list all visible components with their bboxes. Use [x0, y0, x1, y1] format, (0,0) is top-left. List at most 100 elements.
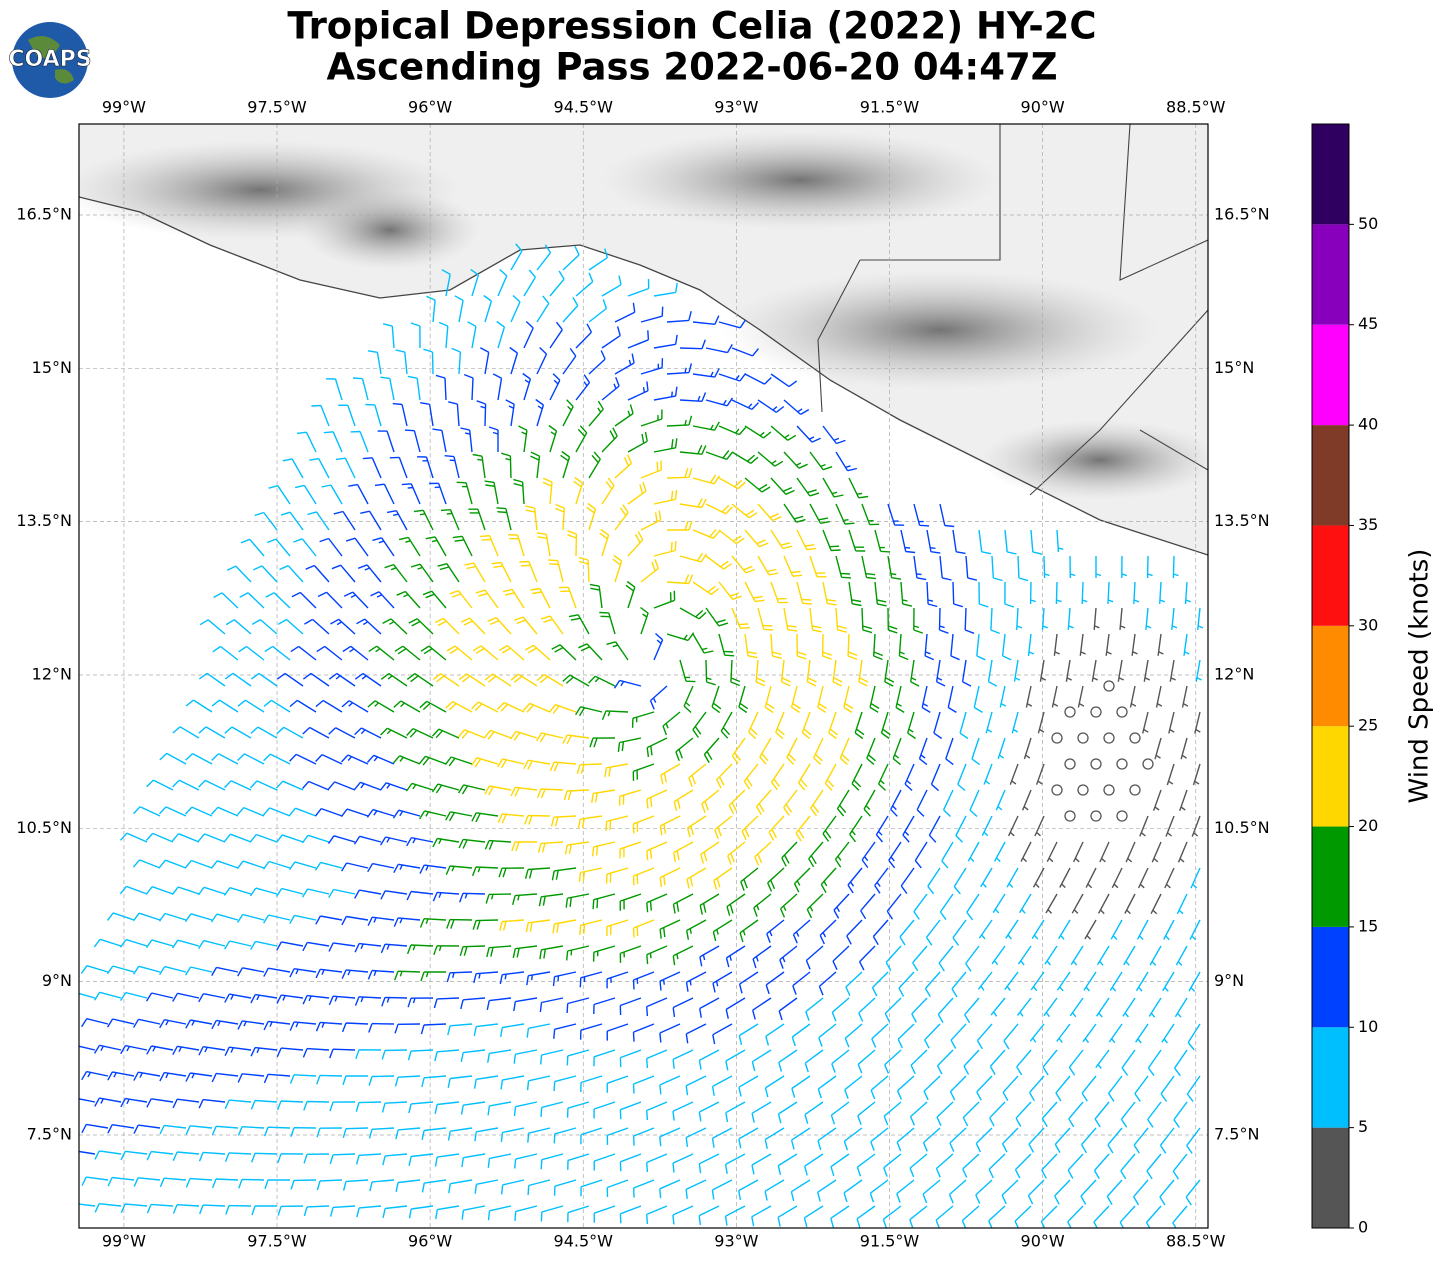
wind-barb [338, 404, 356, 427]
wind-barb [685, 1179, 707, 1199]
wind-barb [809, 555, 827, 578]
wind-barb [961, 659, 972, 687]
wind-barb [362, 457, 382, 479]
wind-barb [468, 508, 486, 531]
wind-barb [536, 788, 564, 799]
colorbar-segment [1312, 726, 1349, 827]
wind-barb [1093, 1153, 1110, 1180]
wind-barb [580, 1075, 603, 1093]
wind-barb [486, 945, 512, 958]
wind-barb [703, 737, 720, 764]
wind-barb [928, 815, 941, 843]
wind-barb [434, 1049, 460, 1062]
wind-barb [755, 659, 766, 687]
wind-barb [549, 761, 577, 772]
wind-barb [562, 347, 577, 375]
wind-barb [828, 711, 839, 740]
wind-barb [948, 1179, 967, 1204]
wind-barb [1080, 1179, 1097, 1205]
wind-barb [413, 509, 434, 531]
wind-barb [265, 592, 291, 609]
wind-barb [185, 1072, 213, 1082]
wind-barb [237, 699, 265, 713]
wind-barb [145, 886, 174, 895]
wind-barb [327, 781, 356, 791]
wind-barb [924, 971, 941, 998]
wind-barb [159, 1071, 187, 1082]
wind-barb [464, 562, 486, 583]
wind-barb [854, 711, 865, 740]
wind-barb [1168, 711, 1175, 734]
wind-barb [291, 591, 317, 609]
wind-barb [328, 727, 356, 739]
calm-marker [1064, 810, 1076, 822]
wind-barb [470, 757, 499, 768]
wind-barb [276, 1047, 304, 1058]
wind-barb [470, 268, 480, 297]
wind-barb [1001, 633, 1012, 661]
wind-barb [172, 1151, 200, 1161]
wind-barb [474, 1179, 499, 1194]
wind-barb [916, 789, 928, 817]
wind-barb [659, 971, 681, 991]
wind-barb [683, 685, 694, 714]
wind-barb [659, 1127, 681, 1147]
wind-barb [883, 1153, 902, 1177]
wind-barb [523, 269, 536, 297]
wind-barb [884, 659, 895, 687]
wind-barb [1105, 633, 1112, 656]
wind-barb [790, 1127, 811, 1150]
wind-barb [211, 1019, 239, 1030]
wind-barb [930, 763, 941, 792]
wind-barb [738, 971, 759, 994]
wind-barb [892, 737, 902, 766]
wind-barb [460, 1049, 486, 1063]
wind-barb [1145, 607, 1152, 630]
wind-barb [751, 1153, 772, 1175]
wind-barb [1095, 1049, 1110, 1070]
wind-barb [305, 564, 330, 583]
wind-barb [662, 711, 681, 736]
wind-barb [328, 672, 356, 687]
wind-barb [627, 481, 647, 505]
colorbar-segment [1312, 1127, 1349, 1228]
wind-barb [329, 1101, 356, 1112]
wind-barb [822, 815, 837, 842]
wind-barb [496, 701, 525, 713]
wind-barb [1172, 555, 1179, 579]
wind-barb [446, 645, 473, 661]
wind-barb [448, 1179, 473, 1194]
wind-barb [1016, 607, 1023, 631]
wind-barb [268, 485, 291, 505]
wind-barb [350, 430, 369, 453]
wind-barb [959, 711, 969, 740]
wind-barb [1056, 971, 1071, 992]
wind-barb [79, 992, 96, 999]
wind-barb [617, 737, 642, 752]
wind-barb [576, 763, 603, 774]
wind-barb [725, 945, 746, 968]
wind-barb [614, 302, 636, 323]
wind-barb [276, 672, 304, 687]
wind-barb [898, 971, 915, 997]
wind-barb [792, 919, 811, 944]
wind-barb [925, 919, 941, 946]
wind-barb [705, 555, 732, 570]
x-tick-label: 99°W [102, 98, 146, 117]
wind-barb [744, 477, 771, 493]
wind-barb [419, 810, 447, 820]
wind-barb [896, 1075, 915, 1100]
wind-barb [508, 534, 525, 557]
wind-barb [580, 1127, 603, 1145]
wind-barb [293, 538, 317, 557]
wind-barb [601, 427, 618, 453]
wind-barb [198, 939, 226, 949]
wind-barb [813, 737, 824, 765]
wind-barb [107, 1018, 135, 1028]
wind-barb [672, 1153, 694, 1173]
wind-barb [848, 529, 866, 552]
wind-barb [536, 673, 564, 687]
wind-barb [640, 510, 662, 531]
wind-barb [81, 1018, 109, 1028]
wind-barb [845, 971, 863, 996]
